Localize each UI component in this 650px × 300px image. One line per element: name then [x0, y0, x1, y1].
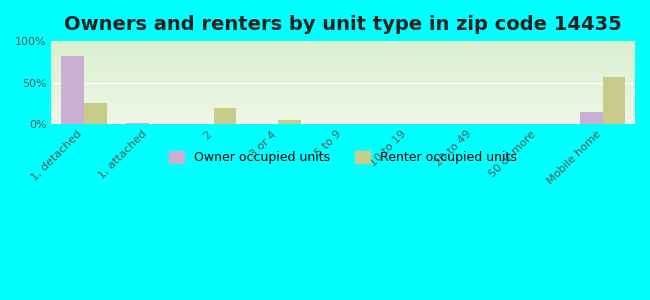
Bar: [84, 103, 107, 124]
Title: Owners and renters by unit type in zip code 14435: Owners and renters by unit type in zip c…: [64, 15, 622, 34]
Legend: Owner occupied units, Renter occupied units: Owner occupied units, Renter occupied un…: [164, 146, 522, 169]
Bar: [278, 120, 301, 124]
Bar: [603, 77, 625, 124]
Bar: [214, 108, 236, 124]
Bar: [126, 123, 149, 124]
Bar: [61, 56, 84, 124]
Bar: [580, 112, 603, 124]
